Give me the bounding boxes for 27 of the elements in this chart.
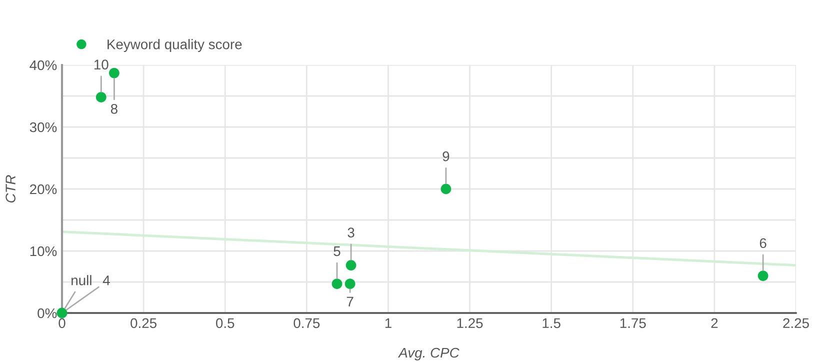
x-tick-label: 0.5 — [216, 318, 234, 328]
x-tick-label: 1.75 — [620, 318, 646, 328]
x-tick-label: 1.5 — [542, 318, 560, 328]
y-tick-label: 40% — [30, 60, 57, 70]
annotation: 7 — [346, 296, 354, 306]
annotation: 3 — [348, 228, 354, 238]
x-tick-label: 2 — [711, 318, 718, 328]
y-tick-label: 20% — [30, 184, 57, 194]
annotation: null — [72, 275, 92, 286]
x-tick-label: 0.75 — [294, 318, 320, 328]
x-tick-label: 1 — [385, 318, 392, 328]
y-axis-title: CTR — [6, 175, 16, 203]
x-axis-title: Avg. CPC — [398, 348, 460, 360]
annotation: 4 — [102, 276, 110, 286]
x-tick-label: 2.25 — [783, 318, 809, 328]
annotation: 5 — [334, 246, 340, 256]
annotation: 9 — [442, 151, 450, 162]
x-tick-label: 1.25 — [457, 318, 483, 328]
y-tick-label: 0% — [38, 308, 57, 318]
annotation: 10 — [94, 60, 108, 70]
y-tick-label: 30% — [30, 122, 57, 132]
annotation: 6 — [760, 238, 766, 248]
y-tick-label: 10% — [30, 246, 57, 256]
x-tick-label: 0.25 — [130, 318, 156, 328]
annotation: 8 — [110, 104, 118, 114]
legend-label: Keyword quality score — [108, 39, 242, 52]
x-tick-label: 0 — [58, 318, 66, 328]
